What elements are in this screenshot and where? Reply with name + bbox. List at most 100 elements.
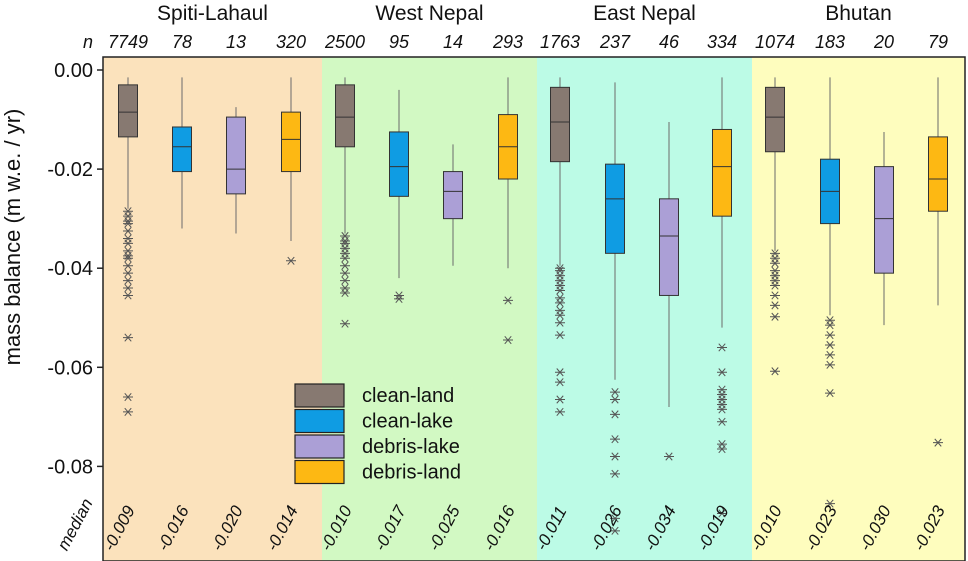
legend-label-debris-land: debris-land	[362, 462, 461, 484]
region-title-0: Spiti-Lahaul	[157, 2, 268, 25]
legend-swatch-clean-lake	[294, 408, 345, 434]
box-3-1-count: 183	[815, 32, 845, 52]
box-2-1-count: 237	[599, 32, 631, 52]
plot-frame	[102, 56, 966, 561]
box-2-1-iqr	[605, 163, 625, 254]
box-1-0-outlier-8	[340, 276, 350, 285]
box-3-1-outlier-2	[825, 331, 835, 340]
legend-label-clean-land: clean-land	[362, 385, 454, 407]
region-title-1: West Nepal	[375, 2, 483, 25]
box-1-2-count: 14	[443, 32, 463, 52]
region-title-2: East Nepal	[593, 2, 696, 25]
box-2-1-outlier-3	[610, 435, 620, 444]
box-2-0-outlier-9	[555, 311, 565, 320]
box-0-0-iqr	[118, 84, 138, 138]
box-3-1-outlier-6	[825, 388, 835, 398]
box-2-3-outlier-0	[717, 343, 727, 352]
box-2-0-outlier-14	[555, 395, 565, 404]
box-2-1-outlier-5	[610, 469, 620, 478]
box-3-0-outlier-2	[770, 259, 780, 268]
box-3-3-outlier-0	[933, 438, 943, 447]
legend: clean-land clean-lake debris-lake debris-la…	[294, 383, 461, 485]
box-3-0-outlier-8	[770, 301, 780, 310]
legend-label-clean-lake: clean-lake	[362, 411, 453, 433]
box-0-0-outlier-11	[123, 269, 133, 278]
n-label: n	[83, 32, 93, 52]
box-0-0-outlier-16	[123, 392, 133, 402]
legend-swatch-debris-land	[294, 459, 345, 485]
box-2-1-outlier-7	[610, 526, 620, 535]
y-tick-label-3: -0.06	[47, 357, 93, 379]
box-2-3-count: 334	[707, 32, 737, 52]
box-0-3-count: 320	[276, 32, 306, 52]
box-2-1-outlier-1	[610, 395, 620, 404]
box-3-1-outlier-4	[825, 350, 835, 359]
box-3-1-outlier-1	[825, 321, 835, 330]
box-3-2-count: 20	[873, 32, 894, 52]
box-3-0-count: 1074	[755, 32, 795, 52]
legend-swatch-clean-land	[294, 383, 345, 408]
box-0-0-outlier-3	[123, 219, 133, 228]
box-2-2-outlier-0	[664, 452, 674, 461]
box-3-1-outlier-3	[825, 340, 835, 350]
box-1-0-count: 2500	[324, 32, 365, 52]
box-2-0-iqr	[550, 86, 570, 163]
box-1-1-iqr	[389, 131, 409, 197]
box-1-0-outlier-6	[340, 261, 350, 270]
box-2-0-outlier-10	[555, 318, 565, 327]
box-2-1-outlier-0	[610, 387, 620, 397]
box-1-3-outlier-0	[503, 296, 513, 305]
box-3-0-outlier-7	[770, 291, 780, 300]
box-2-0-outlier-11	[555, 331, 565, 340]
region-title-3: Bhutan	[825, 2, 892, 25]
box-0-2-count: 13	[226, 32, 246, 52]
box-3-1-outlier-7	[825, 499, 835, 508]
box-0-0-outlier-12	[123, 276, 133, 285]
box-0-0-outlier-13	[123, 283, 133, 293]
box-2-2-count: 46	[659, 32, 680, 52]
box-2-1-outlier-2	[610, 410, 620, 419]
box-0-0-outlier-17	[123, 407, 133, 416]
box-2-3-outlier-1	[717, 368, 727, 377]
box-3-3-count: 79	[928, 32, 948, 52]
box-0-0-count: 7749	[108, 32, 148, 52]
box-1-0-iqr	[335, 84, 355, 148]
box-2-3-outlier-7	[717, 417, 727, 426]
box-1-2-iqr	[443, 171, 463, 220]
box-1-1-count: 95	[389, 32, 410, 52]
y-tick-label-2: -0.04	[47, 258, 93, 280]
box-2-3-outlier-10	[717, 509, 727, 518]
box-0-0-outlier-9	[123, 254, 133, 263]
box-1-0-outlier-10	[340, 288, 350, 298]
box-2-0-outlier-7	[555, 298, 565, 307]
box-2-3-outlier-9	[717, 444, 727, 454]
box-0-0-outlier-4	[123, 226, 133, 236]
box-0-1-count: 78	[172, 32, 192, 52]
box-2-1-outlier-4	[610, 452, 620, 461]
y-tick-label-4: -0.08	[47, 456, 93, 478]
box-2-3-iqr	[712, 128, 732, 217]
box-2-0-outlier-15	[555, 407, 565, 416]
box-3-2-iqr	[874, 166, 894, 274]
box-1-0-outlier-5	[340, 254, 350, 263]
box-1-0-outlier-11	[340, 319, 350, 328]
box-0-0-outlier-10	[123, 261, 133, 270]
box-2-0-outlier-12	[555, 368, 565, 377]
box-0-2-iqr	[226, 116, 246, 195]
box-3-0-iqr	[765, 86, 785, 153]
box-2-0-outlier-13	[555, 378, 565, 387]
box-2-0-outlier-5	[555, 286, 565, 295]
box-0-0-outlier-14	[123, 291, 133, 300]
median-row-label: median	[54, 495, 97, 553]
box-1-0-outlier-7	[340, 269, 350, 278]
box-3-0-outlier-6	[770, 281, 780, 290]
box-3-3-iqr	[928, 136, 948, 212]
box-1-1-outlier-1	[394, 294, 404, 303]
box-0-0-outlier-15	[123, 333, 133, 342]
y-axis-ticks: 0.00 -0.02 -0.04 -0.06 -0.08	[47, 60, 103, 478]
box-3-1-outlier-5	[825, 360, 835, 369]
region-titles: Spiti-Lahaul West Nepal East Nepal Bhutan	[157, 2, 892, 25]
box-1-3-count: 293	[492, 32, 523, 52]
box-1-3-outlier-1	[503, 335, 513, 345]
